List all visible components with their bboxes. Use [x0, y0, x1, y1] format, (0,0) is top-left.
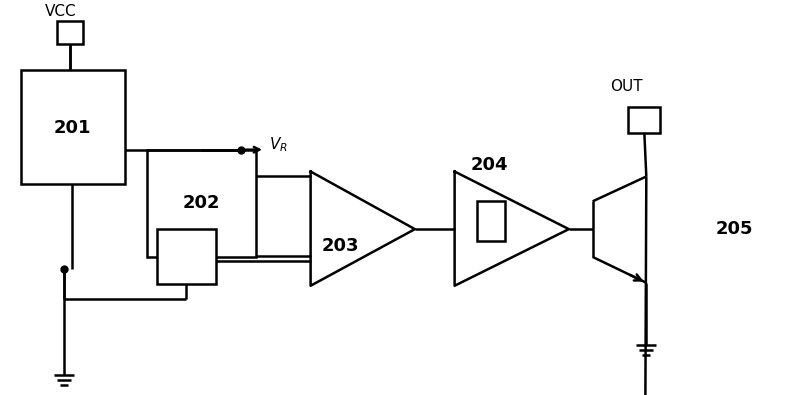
Text: 201: 201 [54, 119, 91, 137]
Bar [146, 150, 256, 257]
Text: 205: 205 [716, 220, 754, 238]
Text: 202: 202 [182, 194, 220, 212]
Text: VCC: VCC [45, 4, 76, 19]
Bar [157, 229, 216, 284]
Text: OUT: OUT [610, 79, 642, 94]
Bar [58, 21, 83, 44]
Bar [629, 107, 660, 133]
Bar [21, 70, 125, 184]
Text: $V_R$: $V_R$ [269, 135, 288, 154]
Text: 203: 203 [322, 237, 359, 255]
Bar [478, 201, 506, 241]
Text: 204: 204 [470, 156, 508, 173]
